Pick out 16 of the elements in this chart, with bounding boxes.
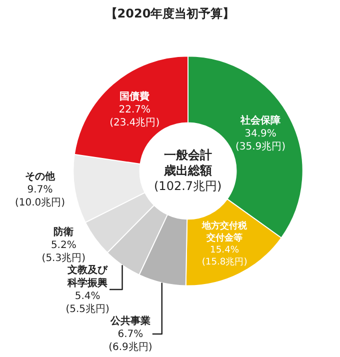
slice-label: 防衛 [54,226,74,238]
slice-label: 社会保障 [239,114,280,127]
data-label: 5.2% (5.3兆円) [42,240,86,264]
data-label: 22.7% (23.4兆円) [110,104,160,128]
slice-label: その他 [25,170,56,183]
text: 一般会計歳出総額 (102.7兆円) [154,148,222,194]
data-label: 5.4% (5.5兆円) [66,291,110,316]
data-label: 15.4% (15.8兆円) [202,246,248,268]
data-label: 6.7% (6.9兆円) [108,329,152,354]
data-label: 34.9% (35.9兆円) [235,128,286,153]
chart-title: 【2020年度当初予算】 [105,6,235,20]
slice-label: 公共事業 [109,315,150,328]
data-label: 9.7% (10.0兆円) [14,184,66,209]
slice-label: 地方交付税交付金等 [201,220,248,244]
slice-label: 文教及び科学振興 [66,264,109,290]
slice-label: 国債費 [120,90,150,102]
